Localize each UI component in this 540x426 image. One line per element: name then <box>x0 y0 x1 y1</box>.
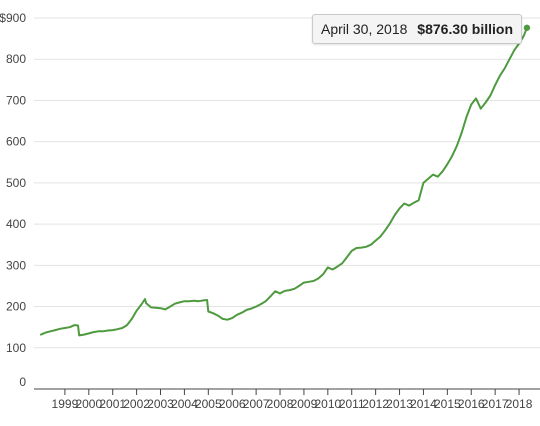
x-tick-label: 2005 <box>195 397 222 411</box>
y-tick-label: 700 <box>6 93 26 107</box>
x-tick-label: 2015 <box>434 397 461 411</box>
x-tick-label: 2003 <box>147 397 174 411</box>
x-tick-label: 2004 <box>171 397 198 411</box>
x-tick-label: 2018 <box>506 397 533 411</box>
series-line <box>40 26 528 337</box>
x-tick-label: 2006 <box>219 397 246 411</box>
y-axis-tick-labels: 0 100 200 300 400 500 600 700 800 $900 <box>0 11 26 389</box>
x-tick-label: 2017 <box>482 397 509 411</box>
x-tick-label: 2016 <box>458 397 485 411</box>
y-tick-label: 600 <box>6 135 26 149</box>
x-tick-label: 2007 <box>243 397 270 411</box>
x-axis-ticks: 1999200020012002200320042005200620072008… <box>52 389 533 411</box>
x-tick-label: 2002 <box>123 397 150 411</box>
y-tick-label: 300 <box>6 258 26 272</box>
y-tick-label: 100 <box>6 341 26 355</box>
x-tick-label: 2011 <box>339 397 365 411</box>
x-tick-label: 2000 <box>75 397 102 411</box>
x-tick-label: 2009 <box>291 397 318 411</box>
gridlines <box>34 17 540 349</box>
x-tick-label: 2001 <box>99 397 126 411</box>
x-tick-label: 2010 <box>314 397 341 411</box>
tooltip-value: $876.30 billion <box>417 21 514 37</box>
y-tick-label: 0 <box>19 375 26 389</box>
y-tick-label: 200 <box>6 300 26 314</box>
x-tick-label: 1999 <box>52 397 79 411</box>
tooltip: April 30, 2018 $876.30 billion <box>312 14 523 44</box>
y-tick-label: 800 <box>6 52 26 66</box>
x-tick-label: 2013 <box>386 397 413 411</box>
tooltip-date: April 30, 2018 <box>321 21 408 37</box>
x-tick-label: 2012 <box>362 397 389 411</box>
x-tick-label: 2008 <box>267 397 294 411</box>
highlight-point[interactable] <box>523 24 531 31</box>
y-tick-label: 400 <box>6 217 26 231</box>
x-tick-label: 2014 <box>410 397 437 411</box>
y-tick-label: $900 <box>0 11 26 25</box>
y-tick-label: 500 <box>6 176 26 190</box>
